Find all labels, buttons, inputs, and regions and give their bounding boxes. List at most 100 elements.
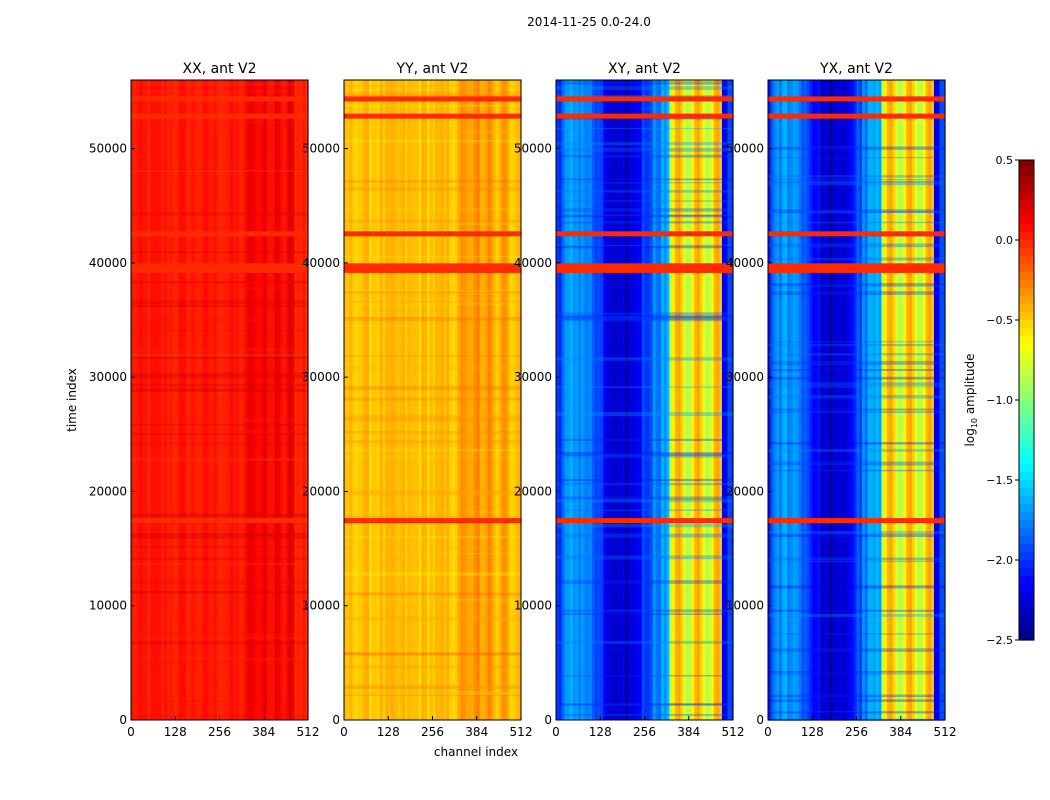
x-tick-label: 256 <box>633 725 656 739</box>
heat-row <box>556 509 733 511</box>
heat-row <box>344 685 521 689</box>
colorbar-segment <box>1019 240 1034 249</box>
heat-column <box>355 80 359 720</box>
heat-column <box>150 80 154 720</box>
heat-column <box>211 80 215 720</box>
x-tick-label: 128 <box>589 725 612 739</box>
heat-row <box>556 154 733 158</box>
heat-column <box>895 80 899 720</box>
heat-row <box>344 492 521 496</box>
colorbar-segment <box>1019 304 1034 313</box>
heat-row <box>768 175 945 178</box>
heat-column <box>826 80 830 720</box>
heat-row <box>768 157 945 159</box>
heat-column <box>619 80 623 720</box>
flagged-row <box>768 96 945 102</box>
heat-column <box>186 80 190 720</box>
flagged-row <box>344 96 521 102</box>
heat-column <box>166 80 171 720</box>
y-tick-label: 30000 <box>514 370 552 384</box>
heat-column <box>180 80 185 720</box>
heat-column <box>200 80 204 720</box>
heat-row <box>344 616 521 621</box>
y-tick-label: 0 <box>332 713 340 727</box>
heat-row <box>344 417 521 422</box>
panel-title: XX, ant V2 <box>183 61 257 77</box>
heat-column <box>638 80 643 720</box>
heat-row <box>556 182 733 184</box>
heat-row <box>768 670 945 673</box>
heat-row <box>556 555 733 560</box>
heat-column <box>131 80 135 720</box>
heat-column <box>172 80 176 720</box>
heat-column <box>828 80 833 720</box>
heat-column <box>920 80 924 720</box>
y-tick-label: 40000 <box>302 256 340 270</box>
heat-row <box>131 372 308 377</box>
colorbar-tick-label: −1.5 <box>986 474 1013 487</box>
panel-title: YY, ant V2 <box>396 61 469 77</box>
heat-column <box>191 80 196 720</box>
heat-column <box>476 80 481 720</box>
heat-column <box>873 80 877 720</box>
heat-row <box>556 496 733 501</box>
heat-column <box>903 80 907 720</box>
heat-row <box>344 456 521 458</box>
x-tick-label: 256 <box>845 725 868 739</box>
heat-column <box>839 80 844 720</box>
heat-column <box>424 80 428 720</box>
colorbar-segment <box>1019 392 1034 401</box>
heat-column <box>393 80 398 720</box>
colorbar-segment <box>1019 288 1034 297</box>
heat-column <box>208 80 212 720</box>
colorbar-segment <box>1019 632 1034 641</box>
colorbar-segment <box>1019 528 1034 537</box>
heat-row <box>768 353 945 356</box>
heat-column <box>892 80 896 720</box>
flagged-row <box>131 96 308 102</box>
heat-row <box>344 180 521 183</box>
heat-column <box>580 80 585 720</box>
heat-column <box>787 80 791 720</box>
heat-column <box>440 80 445 720</box>
heat-column <box>255 80 259 720</box>
heat-row <box>344 92 521 96</box>
heat-column <box>169 80 174 720</box>
heat-column <box>493 80 497 720</box>
heat-row <box>344 536 521 538</box>
heat-row <box>344 572 521 576</box>
heat-column <box>153 80 157 720</box>
heat-row <box>344 552 521 555</box>
flagged-row <box>131 263 308 269</box>
heat-row <box>768 712 945 714</box>
colorbar-segment <box>1019 200 1034 209</box>
heat-column <box>252 80 257 720</box>
heat-column <box>611 80 615 720</box>
heat-row <box>344 592 521 596</box>
heat-row <box>344 130 521 134</box>
heat-row <box>556 478 733 482</box>
heat-column <box>161 80 165 720</box>
heat-row <box>344 515 521 518</box>
flagged-row <box>344 267 521 273</box>
colorbar-segment <box>1019 160 1034 169</box>
heat-row <box>344 449 521 452</box>
heat-column <box>490 80 494 720</box>
heat-column <box>702 80 706 720</box>
flagged-row <box>131 518 308 524</box>
heat-column <box>806 80 811 720</box>
heat-row <box>768 369 945 371</box>
heat-row <box>556 244 733 246</box>
heat-row <box>768 341 945 343</box>
heat-row <box>131 287 308 290</box>
flagged-row <box>768 518 945 524</box>
x-tick-label: 0 <box>340 725 348 739</box>
colorbar-segment <box>1019 352 1034 361</box>
colorbar-segment <box>1019 544 1034 553</box>
heat-column <box>258 80 262 720</box>
flagged-row <box>556 267 733 273</box>
heat-column <box>272 80 276 720</box>
flagged-row <box>344 518 521 524</box>
heat-row <box>344 290 521 292</box>
heat-column <box>164 80 168 720</box>
